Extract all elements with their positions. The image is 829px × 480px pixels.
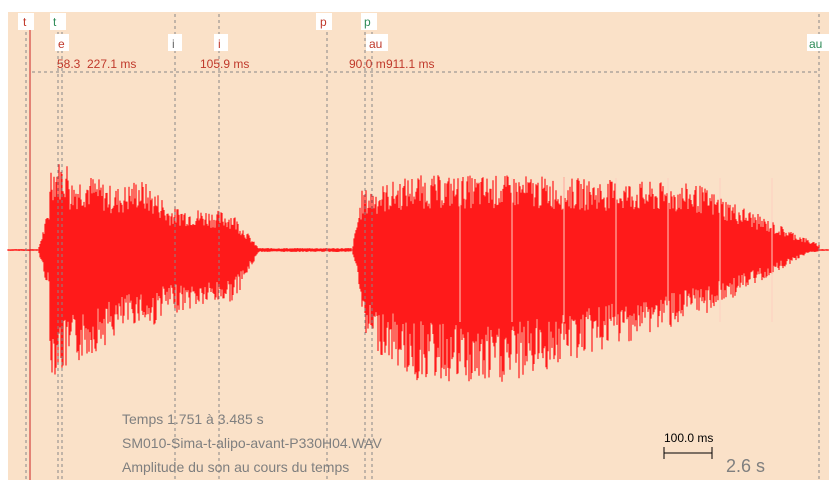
- top-marker-labels: t t p p au: [18, 13, 829, 51]
- time-range-text: Temps 1.751 à 3.485 s: [122, 411, 264, 427]
- duration-label: 90.0 m: [349, 57, 386, 71]
- duration-label: 105.9 ms: [200, 57, 249, 71]
- segment-markers: [25, 14, 820, 480]
- scale-bar-label: 100.0 ms: [664, 431, 713, 445]
- segment-label-e[interactable]: e: [58, 37, 65, 51]
- top-marker-p[interactable]: p: [364, 15, 371, 29]
- segment-label-au[interactable]: au: [369, 37, 382, 51]
- segment-label-i[interactable]: i: [172, 37, 175, 51]
- total-duration-label: 2.6 s: [726, 456, 765, 476]
- duration-labels: 58.3 227.1 ms 105.9 ms 90.0 m 911.1 ms: [57, 57, 434, 71]
- top-marker-au[interactable]: au: [809, 37, 822, 51]
- info-block: Temps 1.751 à 3.485 s SM010-Sima-t-alipo…: [122, 411, 383, 475]
- segment-labels: e i i au: [55, 34, 388, 51]
- duration-label: 227.1 ms: [87, 57, 136, 71]
- duration-label: 911.1 ms: [386, 57, 434, 71]
- file-name-text: SM010-Sima-t-alipo-avant-P330H04.WAV: [122, 435, 383, 451]
- description-text: Amplitude du son au cours du temps: [122, 459, 349, 475]
- top-marker-t[interactable]: t: [53, 15, 57, 29]
- segment-label-i[interactable]: i: [218, 37, 221, 51]
- top-marker-p[interactable]: p: [320, 15, 327, 29]
- time-scale-bar: 100.0 ms 2.6 s: [663, 431, 765, 476]
- duration-label: 58.3: [57, 57, 81, 71]
- waveform: [7, 164, 829, 382]
- top-marker-t[interactable]: t: [23, 15, 27, 29]
